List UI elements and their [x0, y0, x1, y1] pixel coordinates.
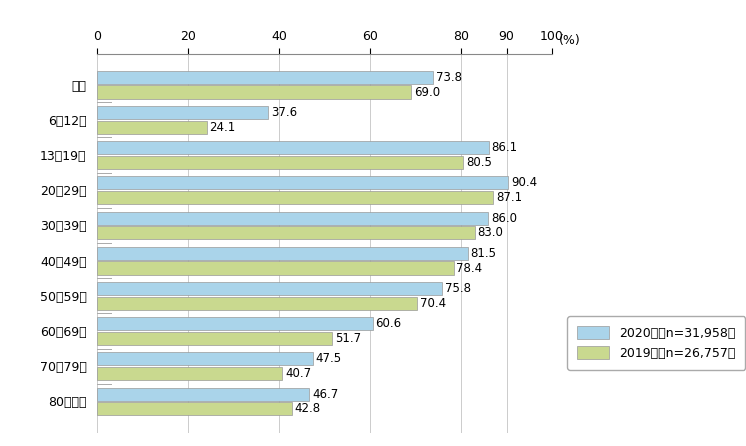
Text: 78.4: 78.4 — [457, 261, 483, 275]
Bar — [97, 141, 489, 154]
Bar — [97, 367, 282, 380]
Text: 69.0: 69.0 — [414, 86, 440, 99]
Text: 47.5: 47.5 — [316, 352, 342, 365]
Text: (%): (%) — [559, 33, 580, 46]
Bar — [97, 156, 463, 169]
Bar — [97, 261, 454, 275]
Text: 42.8: 42.8 — [295, 402, 321, 415]
Text: 87.1: 87.1 — [496, 191, 522, 204]
Text: 86.1: 86.1 — [492, 141, 518, 154]
Bar — [97, 106, 268, 119]
Text: 83.0: 83.0 — [477, 226, 504, 240]
Bar — [97, 247, 468, 260]
Bar — [97, 317, 373, 330]
Bar — [97, 226, 474, 240]
Bar — [97, 86, 411, 99]
Bar — [97, 71, 433, 84]
Bar — [97, 402, 292, 415]
Text: 75.8: 75.8 — [445, 282, 471, 295]
Text: 80.5: 80.5 — [466, 156, 492, 169]
Text: 70.4: 70.4 — [420, 297, 446, 310]
Text: 86.0: 86.0 — [491, 211, 517, 225]
Bar — [97, 282, 442, 295]
Bar — [97, 191, 493, 204]
Text: 46.7: 46.7 — [313, 388, 339, 401]
Text: 60.6: 60.6 — [375, 317, 401, 330]
Text: 90.4: 90.4 — [511, 177, 537, 190]
Text: 81.5: 81.5 — [471, 247, 497, 260]
Text: 37.6: 37.6 — [271, 106, 297, 119]
Text: 40.7: 40.7 — [285, 367, 311, 380]
Bar — [97, 211, 489, 225]
Bar — [97, 332, 332, 345]
Text: 73.8: 73.8 — [436, 71, 462, 84]
Bar — [97, 176, 508, 190]
Legend: 2020年（n=31,958）, 2019年（n=26,757）: 2020年（n=31,958）, 2019年（n=26,757） — [568, 316, 745, 369]
Text: 51.7: 51.7 — [335, 332, 361, 345]
Bar — [97, 388, 310, 401]
Bar — [97, 352, 313, 365]
Bar — [97, 297, 417, 310]
Text: 24.1: 24.1 — [210, 121, 236, 134]
Bar — [97, 121, 207, 134]
